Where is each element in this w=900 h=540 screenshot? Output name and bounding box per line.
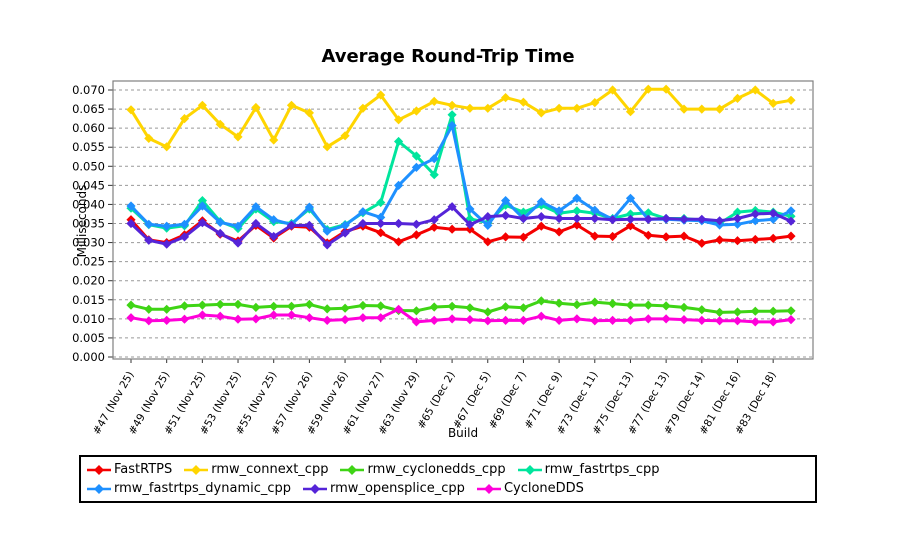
y-tick-label: 0.070 [72,83,105,97]
legend-marker-icon [87,483,111,494]
legend-marker-icon [303,483,328,494]
legend-marker-icon [184,464,209,475]
legend-marker-icon [340,464,365,475]
x-tick-label: #71 (Dec 9) [522,370,564,431]
series-markers-rmw_connext_cpp [126,84,796,152]
legend-marker-icon [476,483,501,494]
y-tick-label: 0.025 [72,255,105,269]
legend-marker-icon [87,464,111,475]
legend-label: rmw_cyclonedds_cpp [367,462,506,477]
legend-item-FastRTPS: FastRTPS [87,462,172,477]
y-tick-label: 0.005 [72,331,105,345]
chart-title: Average Round-Trip Time [321,46,575,67]
y-tick-label: 0.050 [72,159,105,173]
y-tick-label: 0.010 [72,312,105,326]
y-tick-label: 0.030 [72,236,105,250]
legend-label: rmw_fastrtps_cpp [544,462,660,477]
x-tick-label: #69 (Dec 7) [487,370,529,431]
series-markers-CycloneDDS [126,304,796,327]
legend-item-rmw_fastrtps_dynamic_cpp: rmw_fastrtps_dynamic_cpp [87,481,291,496]
x-axis-label: Build [447,426,479,440]
chart-legend: FastRTPS rmw_connext_cpp rmw_cyclonedds_cp… [79,455,817,503]
legend-marker-icon [517,464,542,475]
legend-label: rmw_connext_cpp [211,462,329,477]
plot-frame [112,80,814,360]
y-tick-label: 0.000 [72,350,105,364]
legend-label: rmw_fastrtps_dynamic_cpp [114,481,292,496]
y-tick-label: 0.040 [72,197,105,211]
legend-item-CycloneDDS: CycloneDDS [476,481,584,496]
y-tick-label: 0.060 [72,121,105,135]
legend-item-rmw_connext_cpp: rmw_connext_cpp [184,462,328,477]
x-tick-label: #67 (Dec 5) [451,369,493,430]
legend-item-rmw_cyclonedds_cpp: rmw_cyclonedds_cpp [340,462,506,477]
legend-label: FastRTPS [114,462,173,477]
legend-label: CycloneDDS [503,481,584,496]
y-tick-label: 0.055 [72,140,105,154]
y-tick-label: 0.020 [72,274,105,288]
y-tick-label: 0.035 [72,217,105,231]
series-line-rmw_connext_cpp [129,87,793,149]
legend-item-rmw_fastrtps_cpp: rmw_fastrtps_cpp [517,462,660,477]
series-line-CycloneDDS [129,307,793,324]
legend-item-rmw_opensplice_cpp: rmw_opensplice_cpp [303,481,465,496]
y-tick-label: 0.065 [72,102,105,116]
y-tick-label: 0.045 [72,178,105,192]
x-tick-label: #65 (Dec 2) [415,369,457,430]
legend-label: rmw_opensplice_cpp [330,481,465,496]
y-tick-label: 0.015 [72,293,105,307]
series-line-rmw_cyclonedds_cpp [129,299,793,314]
